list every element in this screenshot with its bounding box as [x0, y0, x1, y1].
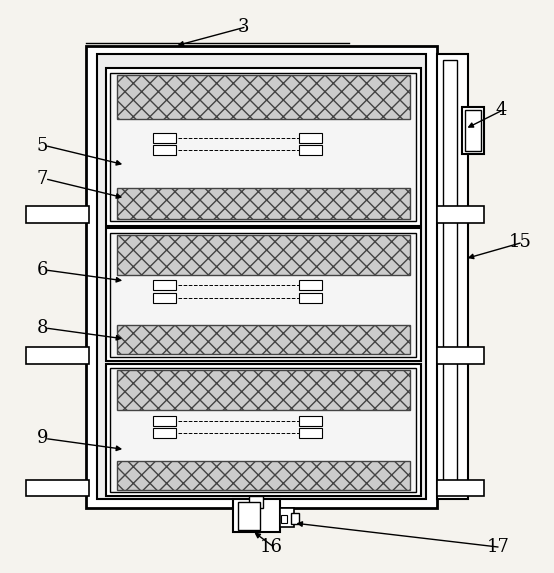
Text: 8: 8	[37, 319, 48, 337]
Text: 6: 6	[37, 261, 48, 279]
Bar	[153, 293, 176, 303]
Bar	[299, 416, 322, 426]
Bar	[117, 235, 409, 275]
Bar	[117, 371, 409, 410]
Bar	[117, 325, 409, 355]
Text: 7: 7	[37, 170, 48, 188]
Bar	[299, 132, 322, 143]
Bar	[106, 229, 420, 361]
Text: 17: 17	[486, 538, 510, 556]
Bar	[437, 347, 484, 364]
Bar	[238, 502, 260, 529]
Bar	[299, 280, 322, 291]
Bar	[117, 75, 409, 119]
Text: 16: 16	[260, 538, 283, 556]
Bar	[110, 233, 416, 356]
Bar	[465, 109, 481, 151]
Bar	[153, 416, 176, 426]
Bar	[299, 293, 322, 303]
Text: 4: 4	[495, 101, 506, 119]
Bar	[281, 515, 287, 523]
Bar	[291, 513, 299, 524]
Bar	[437, 206, 484, 223]
Bar	[462, 107, 484, 154]
Bar	[106, 364, 420, 496]
Bar	[110, 73, 416, 221]
Bar	[117, 461, 409, 490]
Bar	[153, 132, 176, 143]
Text: 15: 15	[509, 233, 532, 252]
Text: 3: 3	[238, 18, 250, 36]
Bar	[299, 145, 322, 155]
Bar	[25, 347, 89, 364]
Bar	[98, 54, 426, 499]
Bar	[437, 480, 484, 496]
Bar	[25, 206, 89, 223]
Bar	[153, 428, 176, 438]
Bar	[86, 46, 437, 508]
Text: 5: 5	[37, 136, 48, 155]
Bar	[110, 368, 416, 492]
Bar	[153, 280, 176, 291]
Bar	[106, 68, 420, 226]
Bar	[25, 480, 89, 496]
Bar	[153, 145, 176, 155]
Bar	[443, 60, 456, 494]
Bar	[437, 54, 468, 499]
Bar	[299, 428, 322, 438]
Bar	[117, 187, 409, 219]
Bar	[280, 508, 294, 527]
Bar	[249, 496, 263, 508]
Bar	[233, 499, 280, 532]
Text: 9: 9	[37, 430, 48, 448]
